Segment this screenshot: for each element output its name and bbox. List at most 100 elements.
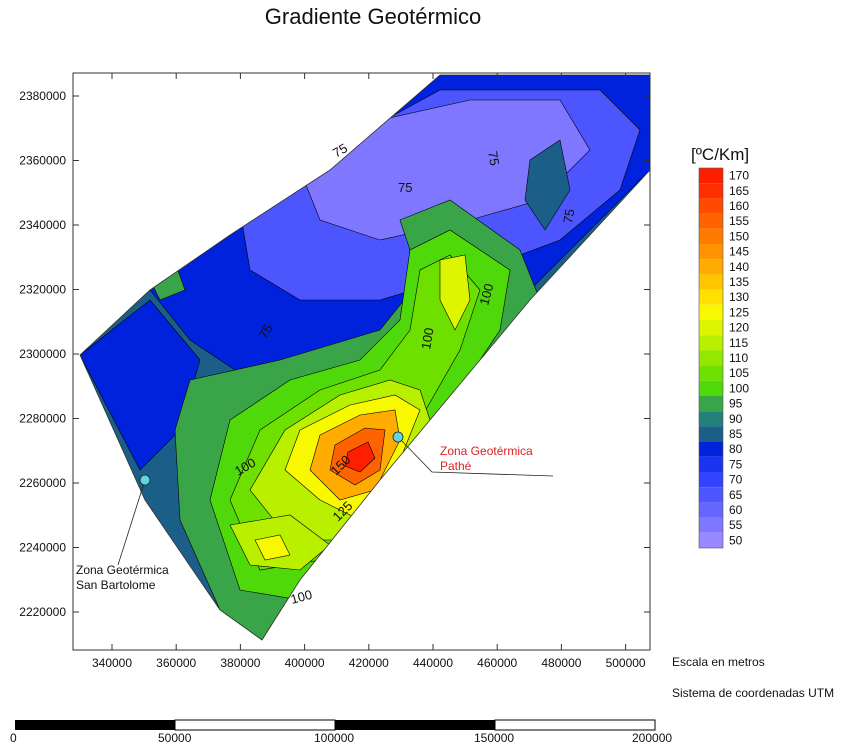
- y-tick-label: 2260000: [19, 476, 66, 490]
- contour-label: 75: [330, 140, 350, 160]
- legend-swatch: [699, 213, 723, 229]
- y-tick-label: 2380000: [19, 89, 66, 103]
- legend-swatch: [699, 380, 723, 396]
- legend-label: 165: [729, 184, 749, 198]
- scale-bar-segment: [15, 720, 175, 730]
- legend-label: 110: [729, 351, 748, 365]
- legend-swatch: [699, 350, 723, 366]
- y-tick-label: 2220000: [19, 605, 66, 619]
- legend-swatch: [699, 502, 723, 518]
- leader-line-san-bartolome: [117, 479, 146, 566]
- legend-label: 75: [729, 457, 743, 471]
- legend-swatch: [699, 456, 723, 472]
- legend-swatch: [699, 198, 723, 214]
- band-170: [344, 441, 376, 473]
- x-tick-label: 340000: [92, 656, 132, 670]
- x-tick-label: 440000: [413, 656, 453, 670]
- scale-bar-segment: [174, 719, 336, 731]
- scale-bar-label: 50000: [158, 731, 192, 745]
- y-axis: 2380000 2360000 2340000 2320000 2300000 22800…: [19, 89, 650, 619]
- legend-label: 145: [729, 245, 749, 259]
- site-label-pathe-line1: Zona Geotérmica: [440, 444, 533, 458]
- legend-swatch: [699, 274, 723, 290]
- x-tick-label: 480000: [541, 656, 581, 670]
- y-tick-label: 2360000: [19, 154, 66, 168]
- legend-label: 70: [729, 473, 743, 487]
- y-tick-label: 2240000: [19, 541, 66, 555]
- legend-swatch: [699, 396, 723, 412]
- legend-label: 130: [729, 290, 749, 304]
- legend-swatch: [699, 411, 723, 427]
- contour-label: 100: [418, 327, 437, 351]
- x-tick-label: 500000: [606, 656, 646, 670]
- x-tick-label: 420000: [349, 656, 389, 670]
- legend-swatch: [699, 487, 723, 503]
- leader-line-pathe: [397, 436, 554, 477]
- legend-label: 65: [729, 488, 743, 502]
- legend-label: 120: [729, 321, 749, 335]
- legend-label: 100: [729, 381, 749, 395]
- x-tick-label: 380000: [220, 656, 260, 670]
- site-label-pathe-line2: Pathé: [440, 459, 472, 473]
- legend-swatch: [699, 259, 723, 275]
- y-tick-label: 2320000: [19, 283, 66, 297]
- scale-note: Escala en metros: [672, 655, 765, 669]
- legend-swatch: [699, 441, 723, 457]
- legend-swatch: [699, 304, 723, 320]
- x-tick-label: 460000: [477, 656, 517, 670]
- legend-label: 95: [729, 397, 743, 411]
- y-tick-label: 2300000: [19, 347, 66, 361]
- x-tick-label: 400000: [285, 656, 325, 670]
- x-tick-label: 360000: [156, 656, 196, 670]
- scale-bar-label: 100000: [314, 731, 354, 745]
- site-label-san-bartolome-line2: San Bartolome: [76, 578, 156, 592]
- band-125-south: [254, 534, 291, 561]
- x-axis: 340000 360000 380000 400000 420000 440000 4600…: [92, 73, 646, 670]
- scale-bar-segment: [494, 719, 656, 731]
- band-85-east: [524, 139, 571, 231]
- contour-label: 75: [256, 321, 276, 341]
- legend-swatch: [699, 183, 723, 199]
- legend-label: 50: [729, 533, 743, 547]
- contour-label: 100: [289, 587, 314, 607]
- legend-swatch: [699, 289, 723, 305]
- y-tick-label: 2340000: [19, 218, 66, 232]
- band-120-north: [439, 254, 471, 331]
- legend-frame: [698, 167, 724, 549]
- legend-swatch: [699, 168, 723, 184]
- legend-label: 150: [729, 229, 749, 243]
- legend-swatch: [699, 517, 723, 533]
- legend-swatch: [699, 472, 723, 488]
- scale-bar-label: 200000: [632, 731, 672, 745]
- y-tick-label: 2280000: [19, 412, 66, 426]
- site-marker-san-bartolome[interactable]: [139, 474, 151, 486]
- scale-bar-label: 150000: [474, 731, 514, 745]
- legend-label: 135: [729, 275, 749, 289]
- contour-label: 100: [476, 282, 496, 307]
- scale-bar-segment: [335, 720, 495, 730]
- contour-label: 75: [398, 180, 412, 195]
- legend-swatch: [699, 335, 723, 351]
- legend-swatch: [699, 228, 723, 244]
- legend-label: 90: [729, 412, 743, 426]
- legend-swatch: [699, 532, 723, 548]
- contour-label: 75: [560, 208, 577, 225]
- scale-bar: 0 50000 100000 150000 200000: [10, 719, 672, 745]
- legend-label: 155: [729, 214, 749, 228]
- legend-label: 85: [729, 427, 743, 441]
- legend-title: [ºC/Km]: [691, 145, 749, 164]
- legend-swatch: [699, 244, 723, 260]
- map-title: Gradiente Geotérmico: [264, 4, 482, 29]
- crs-note: Sistema de coordenadas UTM: [672, 686, 834, 700]
- site-marker-pathe[interactable]: [392, 431, 404, 443]
- contour-label: 75: [485, 150, 502, 167]
- legend-label: 115: [729, 336, 748, 350]
- legend-label: 140: [729, 260, 749, 274]
- legend-swatch: [699, 426, 723, 442]
- legend-label: 60: [729, 503, 743, 517]
- legend-swatch: [699, 320, 723, 336]
- legend-colorbar: 1701651601551501451401351301251201151101…: [698, 167, 749, 549]
- scale-bar-label: 0: [10, 731, 17, 745]
- domain-outline: [79, 74, 651, 641]
